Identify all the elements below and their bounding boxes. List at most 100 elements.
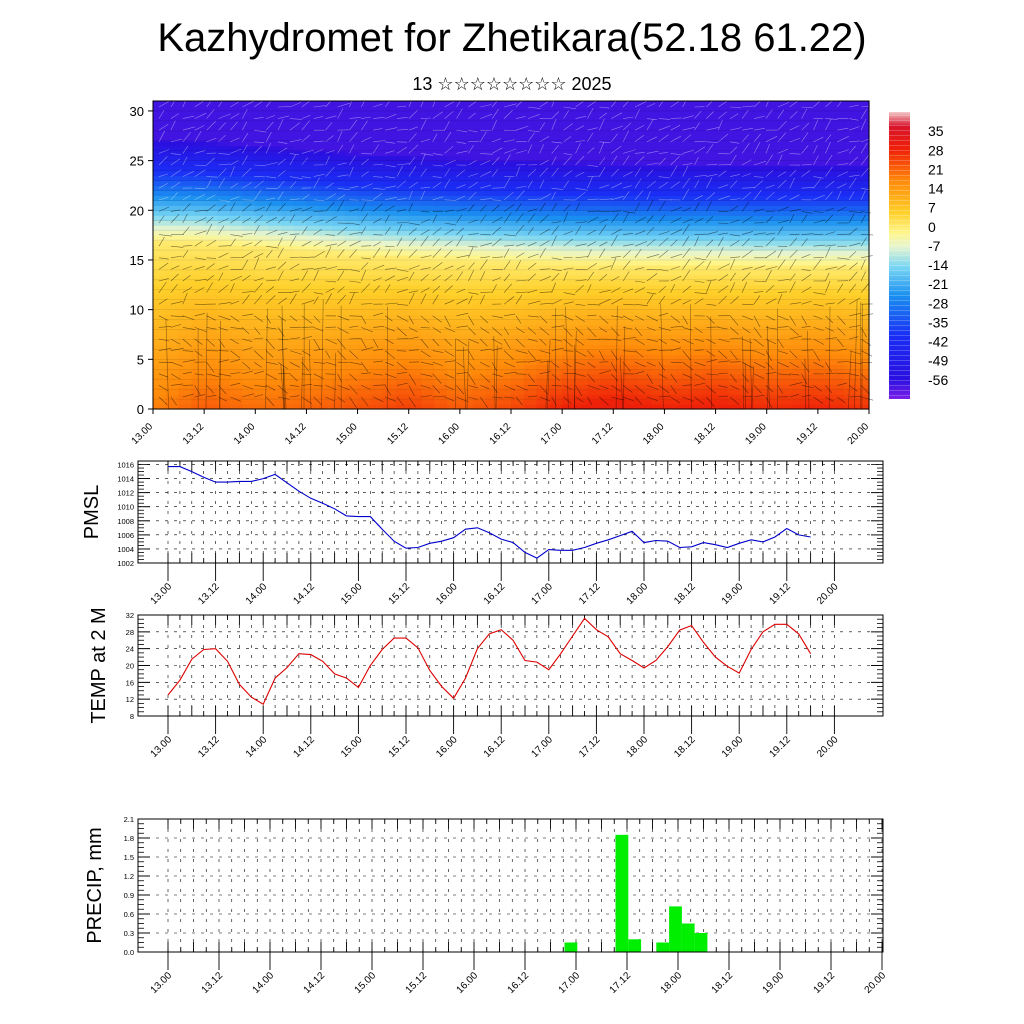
heatmap-cell — [830, 215, 845, 221]
wind-barb — [599, 198, 613, 201]
wind-barb — [587, 314, 597, 317]
heatmap-cell — [779, 175, 793, 182]
wind-barb — [480, 315, 489, 324]
heatmap-cell — [498, 324, 512, 331]
wind-barb — [777, 102, 790, 108]
heatmap-cell — [830, 235, 845, 241]
wind-barb — [349, 338, 362, 340]
heatmap-cell — [728, 364, 742, 370]
heatmap-cell — [830, 190, 845, 196]
heatmap-cell — [268, 324, 282, 331]
wind-barb — [515, 260, 522, 270]
heatmap-cell — [434, 304, 448, 311]
heatmap-cell — [587, 284, 602, 291]
wind-barb — [741, 216, 753, 224]
heatmap-cell — [600, 384, 614, 390]
wind-barb — [254, 164, 266, 167]
heatmap-cell — [574, 215, 589, 221]
wind-barb — [789, 153, 801, 155]
wind-barb — [266, 361, 278, 365]
heatmap-cell — [805, 389, 819, 395]
wind-barb — [361, 116, 372, 119]
heatmap-cell — [165, 230, 180, 236]
wind-barb — [194, 100, 204, 108]
wind-barb — [385, 141, 396, 144]
heatmap-cell — [638, 324, 653, 331]
heatmap-cell — [293, 135, 308, 142]
heatmap-cell — [715, 115, 729, 122]
heatmap-cell — [472, 319, 487, 326]
heatmap-cell — [690, 255, 704, 261]
heatmap-cell — [447, 384, 461, 390]
heatmap-cell — [805, 364, 819, 370]
heatmap-cell — [549, 110, 563, 117]
heatmap-cell — [753, 334, 768, 341]
wind-barb — [194, 230, 207, 235]
wind-barb — [349, 315, 362, 317]
heatmap-cell — [178, 334, 192, 341]
heatmap-cell — [562, 289, 576, 296]
heatmap-cell — [574, 200, 589, 206]
heatmap-cell — [178, 384, 192, 390]
wind-barb — [373, 384, 386, 386]
wind-barb — [373, 140, 386, 143]
heatmap-cell — [830, 160, 845, 167]
wind-barb — [158, 149, 170, 154]
wind-barb — [242, 242, 253, 247]
heatmap-cell — [191, 115, 205, 122]
wind-barb — [170, 113, 179, 119]
heatmap-cell — [280, 175, 295, 182]
wind-barb — [849, 118, 859, 121]
heatmap-cell — [843, 269, 857, 276]
wind-barb — [337, 338, 346, 349]
heatmap-cell — [613, 180, 627, 187]
wind-barb — [837, 361, 850, 363]
wind-barb — [444, 199, 457, 201]
wind-barb — [420, 373, 433, 377]
wind-barb — [301, 350, 311, 356]
heatmap-cell — [690, 349, 704, 355]
heatmap-cell — [408, 349, 423, 355]
wind-barb — [741, 191, 752, 201]
heatmap-cell — [357, 200, 371, 206]
wind-barb — [218, 168, 227, 177]
wind-barb — [646, 162, 659, 166]
heatmap-cell — [702, 289, 717, 296]
wind-barb — [480, 385, 490, 390]
heatmap-cell — [319, 384, 333, 390]
wind-barb — [373, 312, 384, 317]
heatmap-cell — [447, 250, 461, 256]
wind-barb — [337, 108, 344, 119]
heatmap-cell — [408, 299, 423, 306]
heatmap-cell — [664, 120, 678, 127]
heatmap-cell — [715, 299, 729, 306]
heatmap-cell — [216, 369, 231, 375]
heatmap-cell — [830, 259, 845, 266]
heatmap-cell — [178, 309, 192, 316]
wind-barb — [361, 201, 367, 212]
heatmap-cell — [229, 299, 244, 306]
wind-barb — [242, 101, 254, 108]
heatmap-cell — [638, 101, 653, 107]
heatmap-cell — [856, 284, 870, 291]
wind-barb — [254, 361, 262, 368]
wind-barb — [361, 372, 372, 375]
heatmap-cell — [638, 389, 653, 395]
heatmap-cell — [319, 150, 333, 157]
heatmap-cell — [753, 105, 768, 112]
heatmap-cell — [523, 284, 538, 291]
heatmap-cell — [280, 324, 295, 331]
wind-barb — [765, 327, 777, 330]
wind-barb — [313, 240, 324, 247]
heatmap-cell — [319, 145, 333, 152]
heatmap-cell — [562, 354, 576, 360]
heatmap-cell — [741, 170, 755, 177]
wind-barb — [373, 218, 382, 224]
heatmap-cell — [344, 190, 359, 196]
heatmap-cell — [408, 105, 423, 112]
heatmap-cell — [562, 120, 576, 127]
heatmap-cell — [843, 364, 857, 370]
heatmap-cell — [293, 225, 308, 231]
heatmap-cell — [511, 394, 525, 400]
wind-barb — [325, 338, 338, 345]
